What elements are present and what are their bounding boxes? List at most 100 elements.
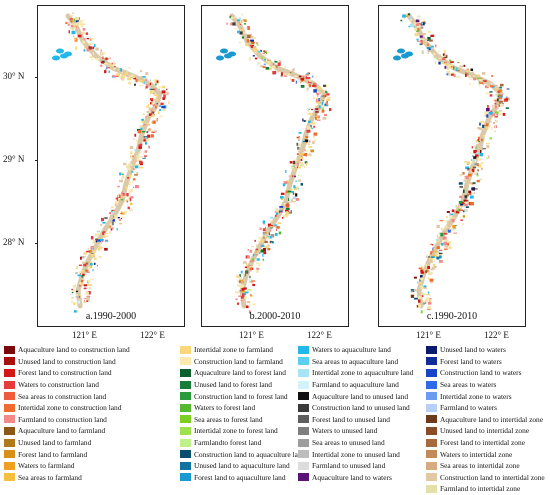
- change-patch: [114, 66, 116, 68]
- change-patch: [446, 66, 449, 70]
- change-patch: [148, 104, 150, 108]
- change-patch: [150, 102, 152, 105]
- change-patch: [502, 113, 506, 116]
- change-patch: [242, 293, 245, 297]
- change-patch: [313, 97, 315, 100]
- change-patch: [306, 126, 310, 130]
- legend-label: Construction land to waters: [440, 368, 522, 378]
- change-patch: [238, 275, 240, 279]
- change-patch: [121, 191, 124, 195]
- change-patch: [493, 122, 495, 124]
- change-patch: [427, 269, 429, 272]
- change-patch: [429, 39, 433, 42]
- change-patch: [503, 111, 505, 113]
- change-patch: [481, 138, 483, 142]
- change-patch: [73, 24, 78, 27]
- legend-swatch: [298, 438, 309, 447]
- change-patch: [450, 73, 454, 76]
- change-patch: [144, 116, 148, 120]
- change-patch: [317, 95, 319, 97]
- change-patch: [92, 268, 94, 272]
- change-patch: [279, 206, 284, 208]
- change-patch: [126, 165, 130, 169]
- change-patch: [129, 208, 133, 212]
- change-patch: [430, 256, 435, 258]
- change-patch: [256, 48, 258, 51]
- change-patch: [77, 300, 81, 304]
- change-patch: [300, 84, 305, 88]
- change-patch: [283, 73, 288, 75]
- change-patch: [405, 13, 408, 16]
- change-patch: [409, 16, 412, 20]
- change-patch: [256, 270, 259, 273]
- lat-label-29: 29° N: [3, 154, 25, 164]
- change-patch: [125, 186, 128, 190]
- change-patch: [79, 273, 82, 275]
- change-patch: [416, 15, 421, 18]
- change-patch: [240, 281, 245, 283]
- change-patch: [307, 109, 310, 112]
- change-patch: [144, 150, 148, 153]
- change-patch: [125, 71, 128, 75]
- change-patch: [487, 125, 491, 129]
- change-patch: [476, 152, 480, 154]
- change-patch: [269, 220, 273, 222]
- change-patch: [314, 116, 317, 120]
- change-patch: [86, 38, 90, 40]
- legend-label: Waters to forest land: [194, 403, 256, 413]
- change-patch: [136, 158, 141, 162]
- change-patch: [136, 172, 139, 176]
- legend-swatch: [4, 392, 15, 401]
- change-patch: [82, 28, 86, 31]
- change-patch: [80, 256, 82, 260]
- change-patch: [265, 67, 270, 70]
- change-patch: [248, 310, 251, 314]
- change-patch: [484, 111, 489, 115]
- change-patch: [259, 227, 262, 230]
- change-patch: [476, 174, 479, 177]
- change-patch: [127, 203, 129, 207]
- change-patch: [489, 94, 493, 97]
- legend-label: Farmland to construction land: [18, 414, 107, 424]
- change-patch: [148, 128, 151, 130]
- change-patch: [427, 266, 430, 270]
- change-patch: [247, 249, 249, 251]
- legend-label: Farmland to unused land: [312, 461, 386, 471]
- change-patch: [129, 161, 131, 164]
- change-patch: [71, 292, 74, 294]
- legend-item: Unused land to aquaculture land: [180, 460, 290, 472]
- change-patch: [89, 261, 93, 264]
- change-patch: [121, 73, 124, 77]
- change-patch: [156, 118, 158, 122]
- legend-swatch: [180, 415, 191, 424]
- change-patch: [91, 254, 96, 258]
- change-patch: [153, 92, 157, 94]
- change-patch: [285, 207, 290, 211]
- change-patch: [426, 47, 431, 50]
- change-patch: [146, 84, 149, 88]
- panel-label-c: c.1990-2010: [426, 311, 478, 322]
- change-patch: [485, 92, 490, 95]
- change-patch: [73, 38, 77, 41]
- change-patch: [486, 123, 489, 127]
- legend-item: Intertidal zone to farmland: [180, 344, 273, 356]
- legend-label: Intertidal zone to aquaculture land: [312, 368, 414, 378]
- change-patch: [269, 241, 274, 243]
- change-patch: [124, 73, 129, 76]
- change-patch: [120, 199, 124, 201]
- change-patch: [437, 54, 440, 58]
- change-patch: [419, 282, 422, 285]
- change-patch: [477, 156, 479, 159]
- change-patch: [96, 58, 100, 61]
- legend-item: Forest land to unused land: [298, 414, 390, 426]
- change-patch: [112, 60, 114, 63]
- change-patch: [267, 247, 271, 251]
- change-patch: [88, 42, 93, 45]
- change-patch: [81, 279, 84, 283]
- change-patch: [302, 80, 305, 83]
- change-patch: [154, 79, 159, 83]
- change-patch: [299, 156, 304, 159]
- change-patch: [496, 88, 498, 90]
- change-patch: [459, 65, 464, 68]
- change-patch: [244, 19, 247, 23]
